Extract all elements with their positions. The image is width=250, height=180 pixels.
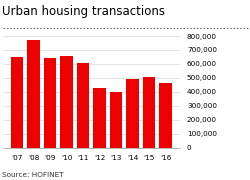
Bar: [142, 77, 156, 148]
Bar: [93, 88, 106, 148]
Bar: [10, 57, 24, 148]
Bar: [126, 78, 139, 148]
Bar: [110, 93, 122, 148]
Bar: [159, 83, 172, 148]
Bar: [27, 40, 40, 148]
Text: Source: HOFINET: Source: HOFINET: [2, 172, 64, 178]
Text: Urban housing transactions: Urban housing transactions: [2, 5, 166, 18]
Bar: [44, 58, 57, 148]
Bar: [60, 55, 73, 148]
Bar: [76, 62, 90, 148]
